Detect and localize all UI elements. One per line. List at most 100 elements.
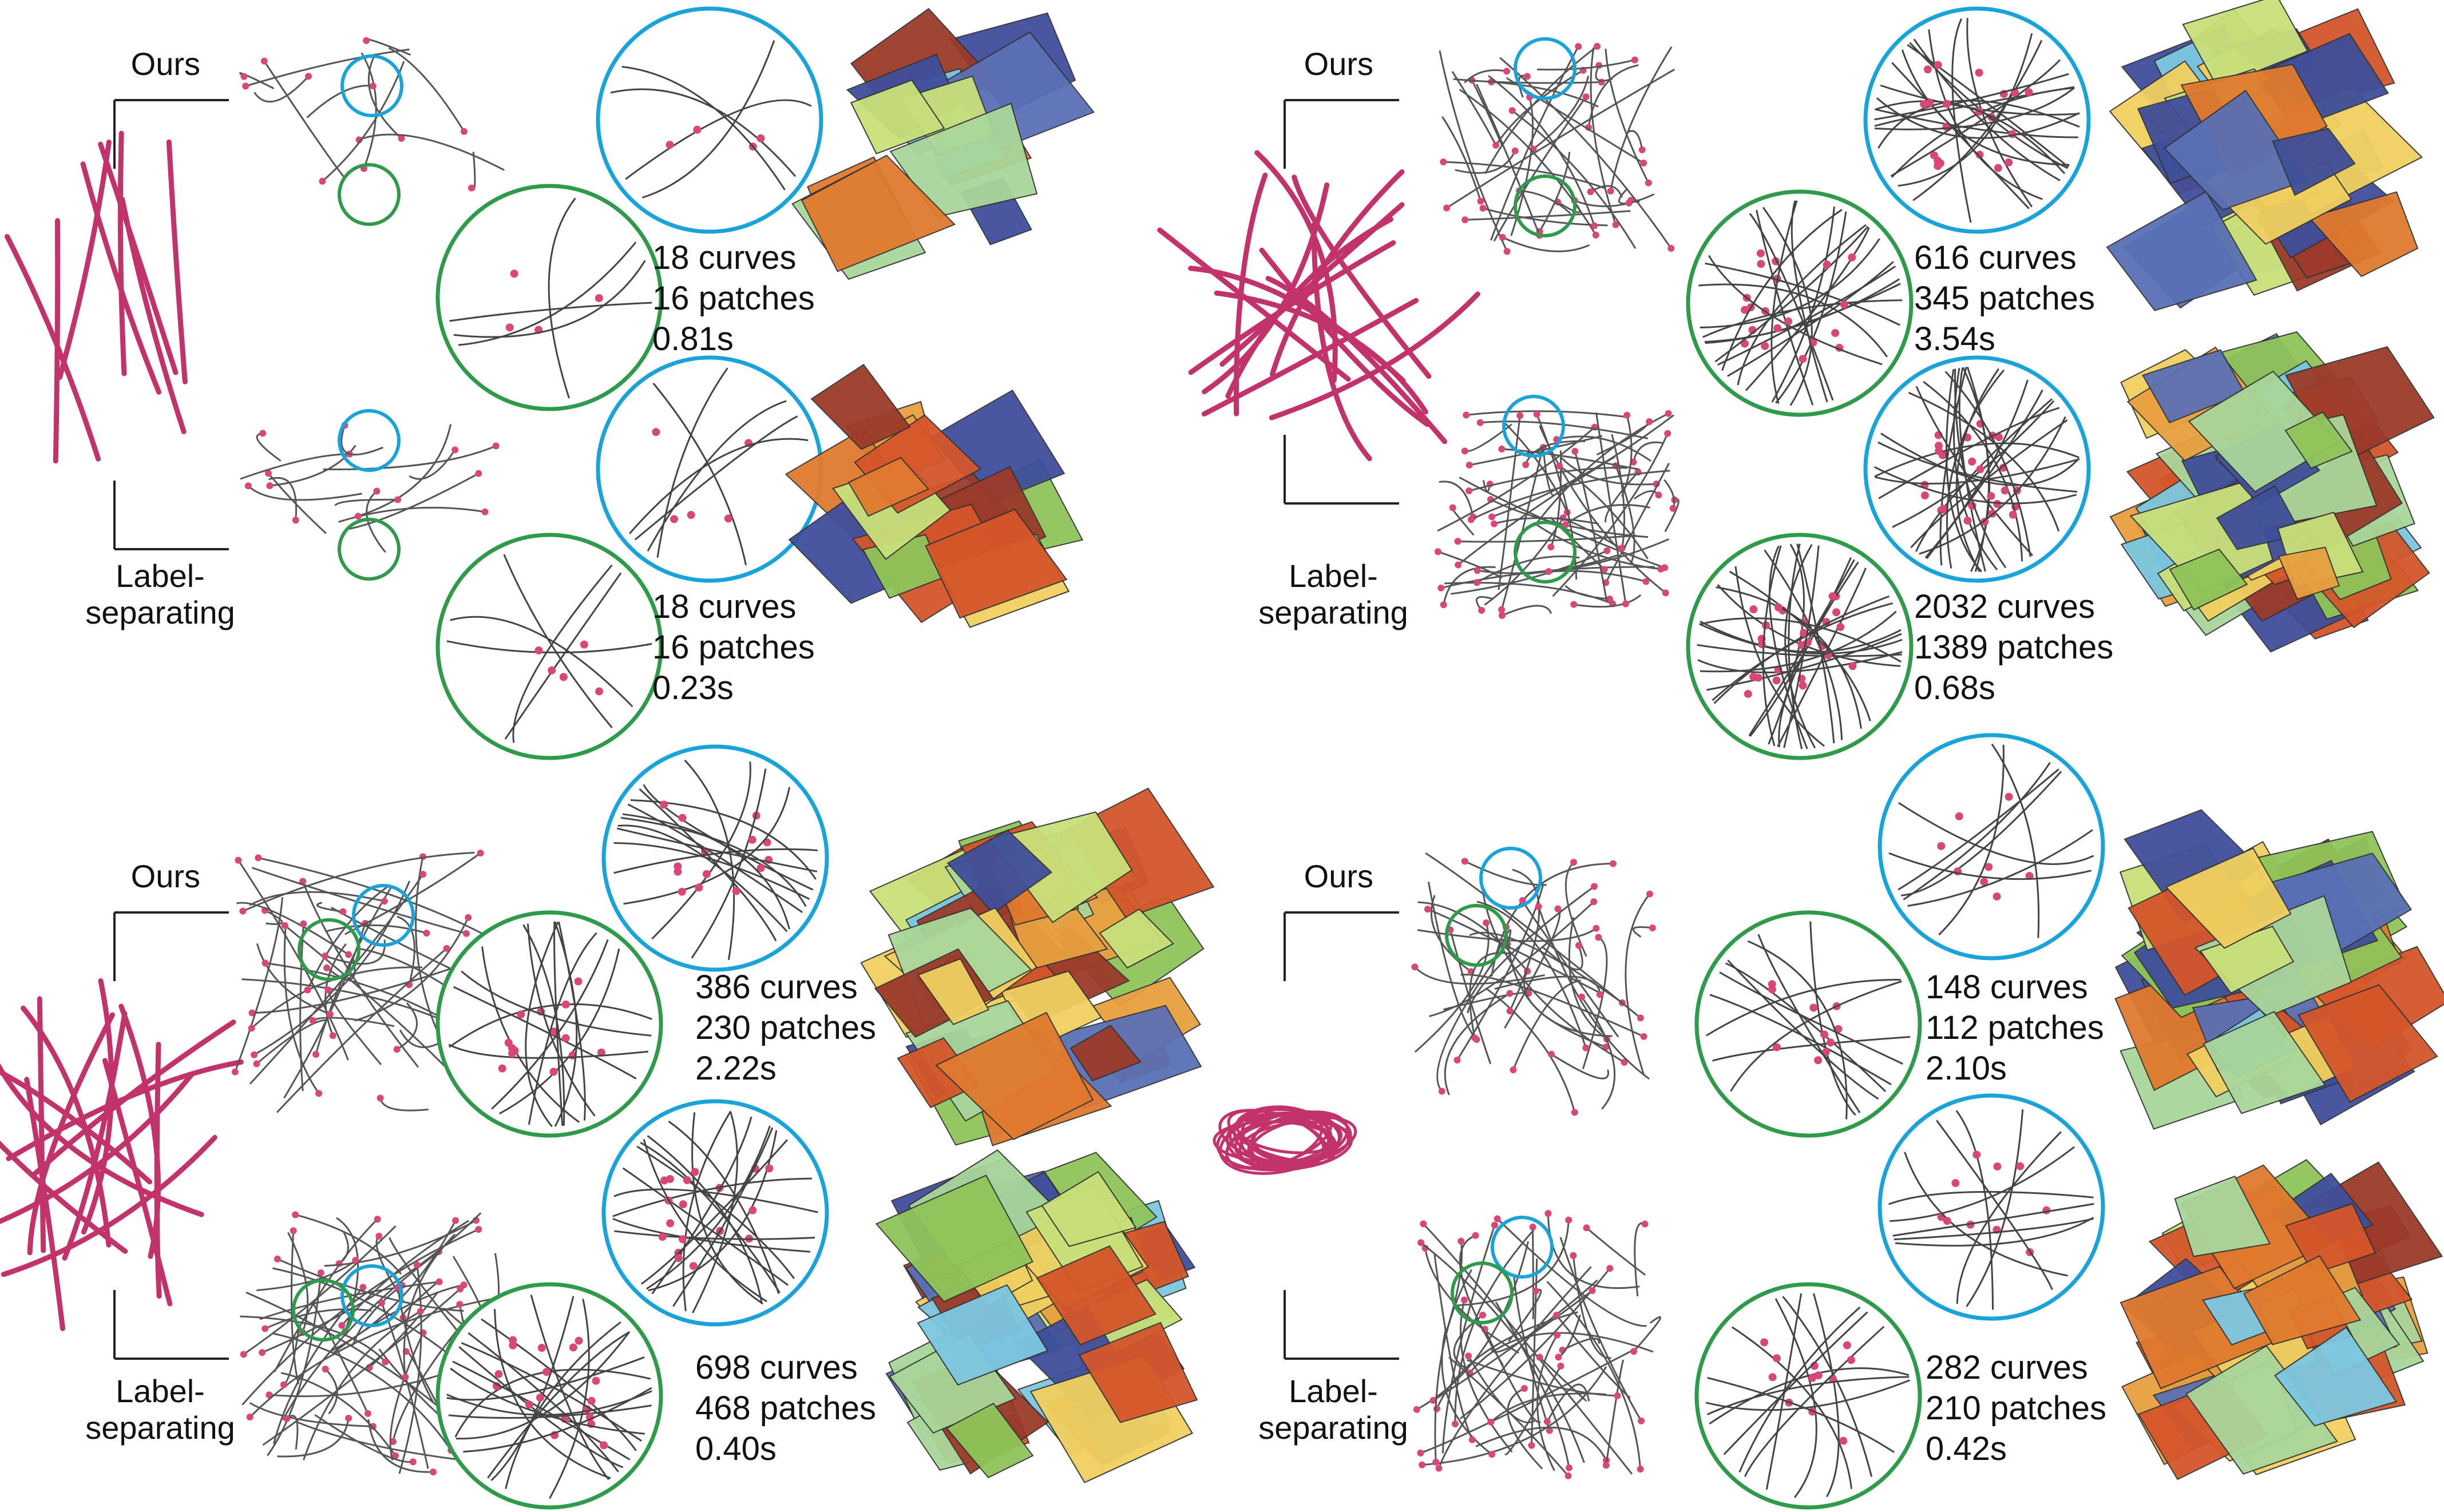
magnified-curve [1924, 379, 2029, 559]
magnified-vertex [1848, 662, 1857, 670]
network-vertex [259, 1349, 266, 1356]
magnified-vertex [1976, 465, 1984, 474]
magnified-vertex [724, 514, 732, 523]
network-curve [247, 485, 362, 501]
input-stroke [1311, 222, 1372, 462]
network-curve [1539, 152, 1571, 232]
magnified-curve [1898, 768, 2059, 891]
network-vertex [1547, 543, 1555, 551]
curve-network-p1-label [240, 422, 500, 553]
magnified-curve [643, 1138, 767, 1303]
network-vertex [255, 854, 262, 862]
magnified-curve [505, 1321, 621, 1489]
network-curve [323, 445, 497, 471]
magnified-vertex [575, 1336, 583, 1345]
magnified-curve [1880, 84, 2080, 116]
surface-patch [917, 958, 989, 1026]
network-vertex [253, 1060, 260, 1067]
magnified-vertex [1963, 517, 1972, 525]
network-curve [1476, 900, 1587, 1049]
magnified-view [1877, 1093, 2105, 1321]
network-vertex [1625, 199, 1633, 207]
network-curve [264, 1308, 372, 1330]
network-curve [1475, 596, 1494, 611]
network-vertex [417, 1308, 424, 1315]
network-curve [1443, 566, 1496, 605]
network-curve [1485, 987, 1576, 1113]
network-curve [1633, 1316, 1662, 1352]
network-vertex [1491, 520, 1498, 527]
curves-count: 148 curves [1926, 969, 2088, 1006]
surface-patch [2285, 1203, 2376, 1275]
magnified-curve [1888, 852, 2092, 880]
magnified-curve [1812, 1293, 1840, 1498]
magnified-vertex [1951, 1179, 1960, 1188]
magnified-vertex [1773, 1043, 1781, 1051]
magnified-vertex [1799, 355, 1807, 363]
zoom-marker [298, 918, 361, 981]
magnified-curve [651, 761, 751, 940]
network-curve [264, 909, 283, 925]
magnified-curve [620, 817, 807, 907]
network-vertex [477, 850, 484, 857]
network-vertex [1467, 516, 1475, 523]
magnified-curve [645, 1125, 771, 1290]
patches-count: 16 patches [652, 629, 815, 666]
network-curve [1538, 906, 1650, 1080]
magnified-curve [458, 1346, 624, 1469]
magnified-vertex [580, 640, 588, 649]
surface-patch [2188, 370, 2339, 493]
magnified-vertex [1955, 812, 1963, 820]
network-vertex [1440, 601, 1447, 609]
surface-patch [850, 79, 945, 154]
network-vertex [1443, 204, 1451, 212]
network-curve [1611, 434, 1626, 549]
network-curve [307, 886, 388, 991]
input-stroke [1269, 291, 1481, 420]
network-curve [1476, 555, 1580, 584]
network-curve [388, 47, 465, 132]
magnified-vertex [765, 1164, 774, 1173]
magnified-vertex [1993, 892, 2001, 901]
network-vertex [1546, 1427, 1553, 1434]
label-separating-line2: separating [1258, 1410, 1408, 1446]
magnified-vertex [2005, 158, 2013, 166]
runtime: 2.10s [1926, 1050, 2007, 1087]
network-vertex [1511, 147, 1519, 154]
curves-count: 616 curves [1914, 239, 2077, 276]
network-curve [1471, 80, 1504, 147]
magnified-vertex [1800, 629, 1808, 637]
network-vertex [1506, 990, 1514, 997]
magnified-curve [652, 382, 747, 566]
surface-patch [897, 1037, 980, 1109]
network-vertex [1432, 1458, 1440, 1466]
magnified-view [1686, 533, 1914, 760]
surface-patch [1099, 908, 1174, 969]
network-curve [359, 133, 505, 171]
magnified-curve [1888, 1190, 2094, 1205]
input-stroke [6, 1059, 244, 1161]
network-vertex [1571, 1109, 1578, 1116]
network-vertex [260, 57, 268, 65]
curve-network-p2-ours [1439, 43, 1675, 255]
network-curve [1524, 440, 1586, 465]
network-vertex [1438, 1088, 1445, 1095]
ours-label: Ours [1304, 46, 1373, 82]
magnified-curve [1938, 744, 2005, 936]
surface-patch [875, 1174, 1034, 1303]
magnified-vertex [1987, 492, 1995, 501]
label-separating-label: Label- separating [74, 1373, 246, 1446]
magnified-curve [1908, 391, 2060, 532]
magnified-view [435, 1282, 663, 1510]
network-vertex [283, 1415, 291, 1422]
magnified-vertex [1749, 605, 1758, 614]
network-vertex [1461, 858, 1468, 865]
network-vertex [1622, 600, 1629, 608]
runtime: 0.23s [652, 669, 734, 707]
network-vertex [1575, 942, 1582, 949]
magnified-curve [1936, 1120, 2053, 1290]
input-stroke [1188, 240, 1396, 375]
magnified-curve [1892, 400, 2055, 528]
network-vertex [1607, 188, 1614, 195]
magnified-vertex [691, 1168, 699, 1176]
